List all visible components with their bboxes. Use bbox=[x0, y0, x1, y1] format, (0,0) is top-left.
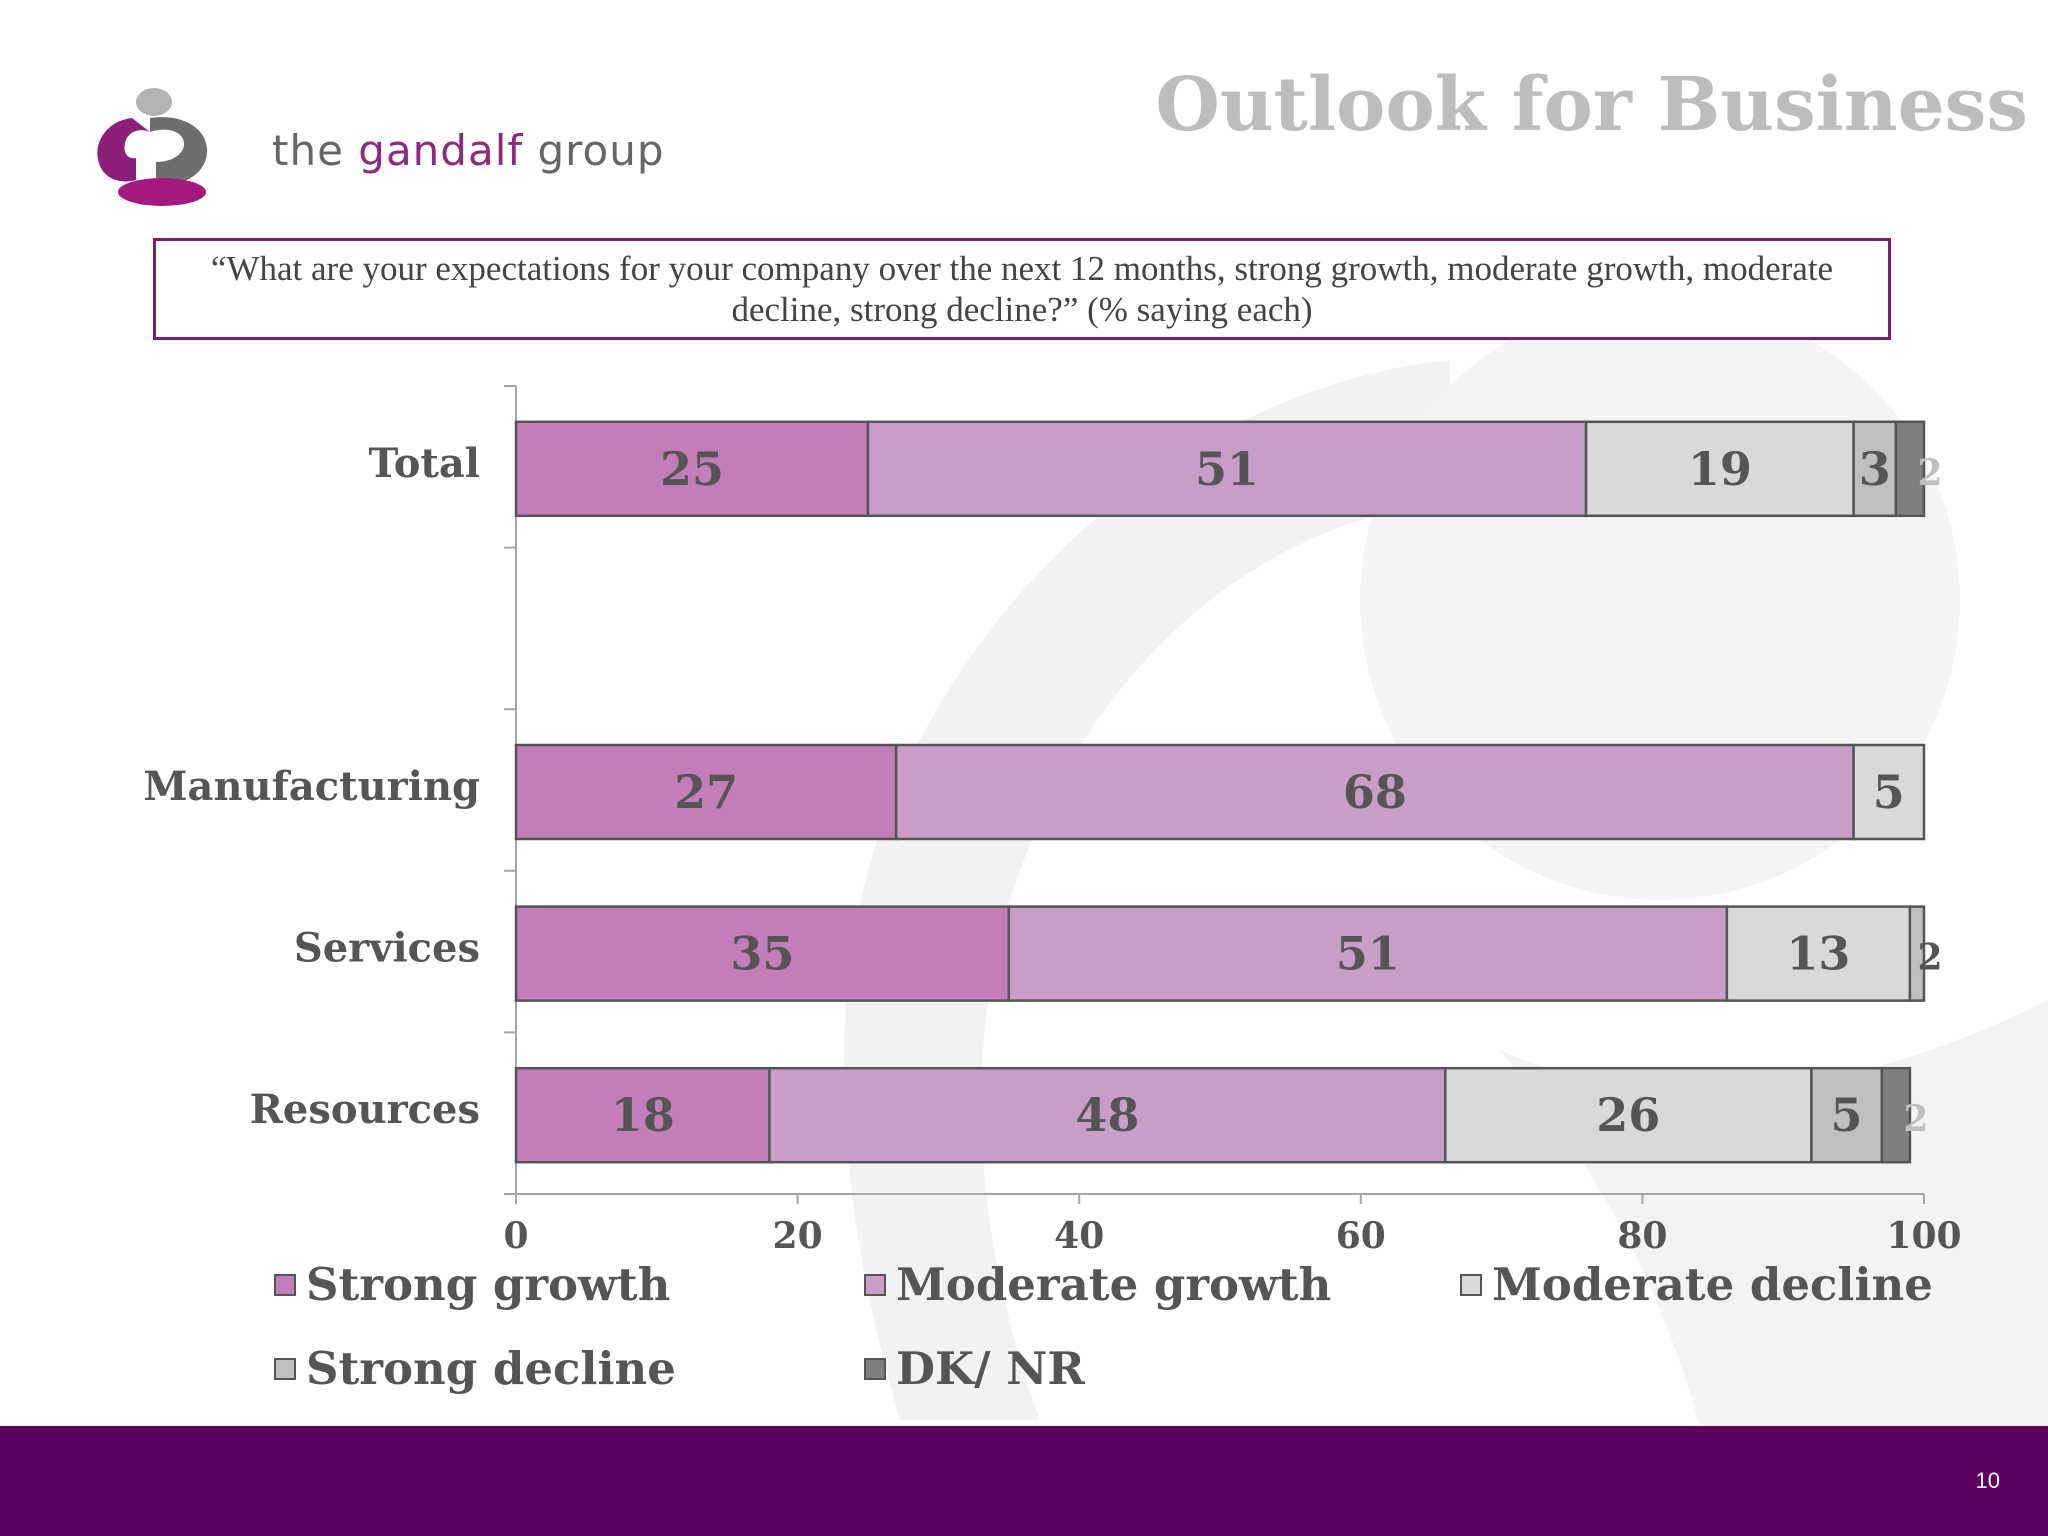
data-label: 25 bbox=[660, 442, 724, 496]
data-label: 5 bbox=[1873, 765, 1905, 819]
category-label: Resources bbox=[250, 1086, 480, 1133]
data-label: 18 bbox=[611, 1088, 675, 1142]
category-label: Manufacturing bbox=[143, 763, 480, 810]
data-label: 27 bbox=[674, 765, 738, 819]
data-label: 35 bbox=[730, 927, 794, 981]
gandalf-logo bbox=[97, 88, 208, 206]
legend-item: Moderate decline bbox=[1460, 1258, 1933, 1311]
bar-segment bbox=[1725, 905, 1912, 1002]
bar-segment bbox=[1852, 420, 1898, 518]
legend-item: Strong growth bbox=[274, 1258, 670, 1311]
legend-label: Strong decline bbox=[306, 1342, 676, 1395]
bar-segment bbox=[1444, 1066, 1813, 1164]
data-label: 51 bbox=[1336, 927, 1400, 981]
page-number: 10 bbox=[1975, 1468, 2000, 1493]
slide-title: Outlook for Business bbox=[1155, 62, 2028, 148]
data-label: 19 bbox=[1688, 442, 1752, 496]
data-label: 26 bbox=[1596, 1088, 1660, 1142]
legend-label: Moderate growth bbox=[896, 1258, 1332, 1311]
legend-item: DK/ NR bbox=[864, 1342, 1085, 1395]
bar-segment bbox=[514, 743, 898, 841]
legend-label: DK/ NR bbox=[896, 1342, 1085, 1395]
legend-swatch bbox=[1460, 1273, 1482, 1296]
data-label: 2 bbox=[1903, 1098, 1928, 1140]
legend-item: Moderate growth bbox=[864, 1258, 1331, 1311]
bar-segment bbox=[514, 905, 1011, 1002]
legend-label: Strong growth bbox=[306, 1258, 671, 1311]
bar-segment bbox=[1810, 1066, 1884, 1164]
data-label: 2 bbox=[1917, 452, 1942, 494]
legend-swatch bbox=[274, 1273, 296, 1296]
data-label: 3 bbox=[1859, 442, 1891, 496]
x-tick-label: 80 bbox=[1617, 1215, 1667, 1257]
x-tick-label: 60 bbox=[1336, 1215, 1386, 1257]
data-label: 13 bbox=[1786, 927, 1850, 981]
footer-bar: 10 bbox=[0, 1426, 2048, 1536]
bar-segment bbox=[768, 1066, 1447, 1164]
category-label: Services bbox=[294, 925, 480, 972]
bar-segment bbox=[1007, 905, 1729, 1002]
data-label: 5 bbox=[1831, 1088, 1863, 1142]
bar-segment bbox=[1852, 743, 1926, 841]
survey-question-text: “What are your expectations for your com… bbox=[210, 249, 1834, 329]
data-label: 68 bbox=[1343, 765, 1407, 819]
x-tick-label: 40 bbox=[1054, 1215, 1104, 1257]
data-label: 51 bbox=[1195, 442, 1259, 496]
bar-segment bbox=[1880, 1066, 1912, 1164]
bar-segment bbox=[514, 420, 870, 518]
data-label: 2 bbox=[1917, 937, 1942, 979]
data-label: 48 bbox=[1075, 1088, 1139, 1142]
survey-question-box: “What are your expectations for your com… bbox=[153, 238, 1891, 340]
x-tick-label: 0 bbox=[503, 1215, 528, 1257]
x-tick-label: 100 bbox=[1886, 1215, 1961, 1257]
category-label: Total bbox=[369, 440, 480, 487]
bar-segment bbox=[1894, 420, 1926, 518]
x-tick-label: 20 bbox=[773, 1215, 823, 1257]
legend-swatch bbox=[864, 1357, 886, 1380]
legend-swatch bbox=[864, 1273, 886, 1296]
chart-legend: Strong growth Moderate growth Moderate dec… bbox=[274, 1258, 1974, 1428]
bar-segment bbox=[1908, 905, 1926, 1002]
legend-item: Strong decline bbox=[274, 1342, 676, 1395]
logo-wordmark: the gandalf group bbox=[272, 126, 665, 175]
legend-swatch bbox=[274, 1357, 296, 1380]
bar-segment bbox=[894, 743, 1855, 841]
legend-label: Moderate decline bbox=[1492, 1258, 1933, 1311]
